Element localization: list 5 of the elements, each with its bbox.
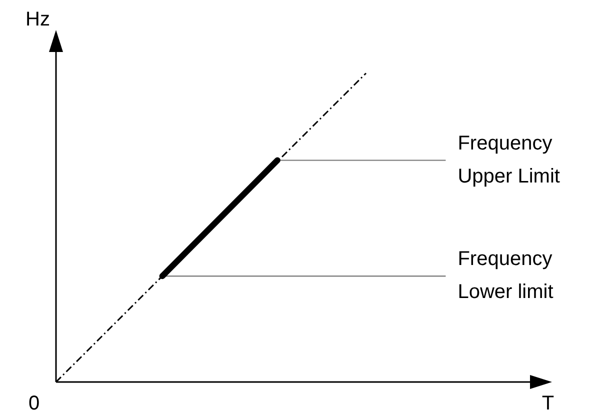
x-axis-title: T bbox=[542, 392, 554, 414]
y-axis-title: Hz bbox=[26, 8, 50, 31]
series-label: Frequency Upper Limit bbox=[458, 132, 560, 188]
text: 0 bbox=[28, 392, 40, 414]
series-label: Frequency Lower limit bbox=[458, 248, 554, 304]
